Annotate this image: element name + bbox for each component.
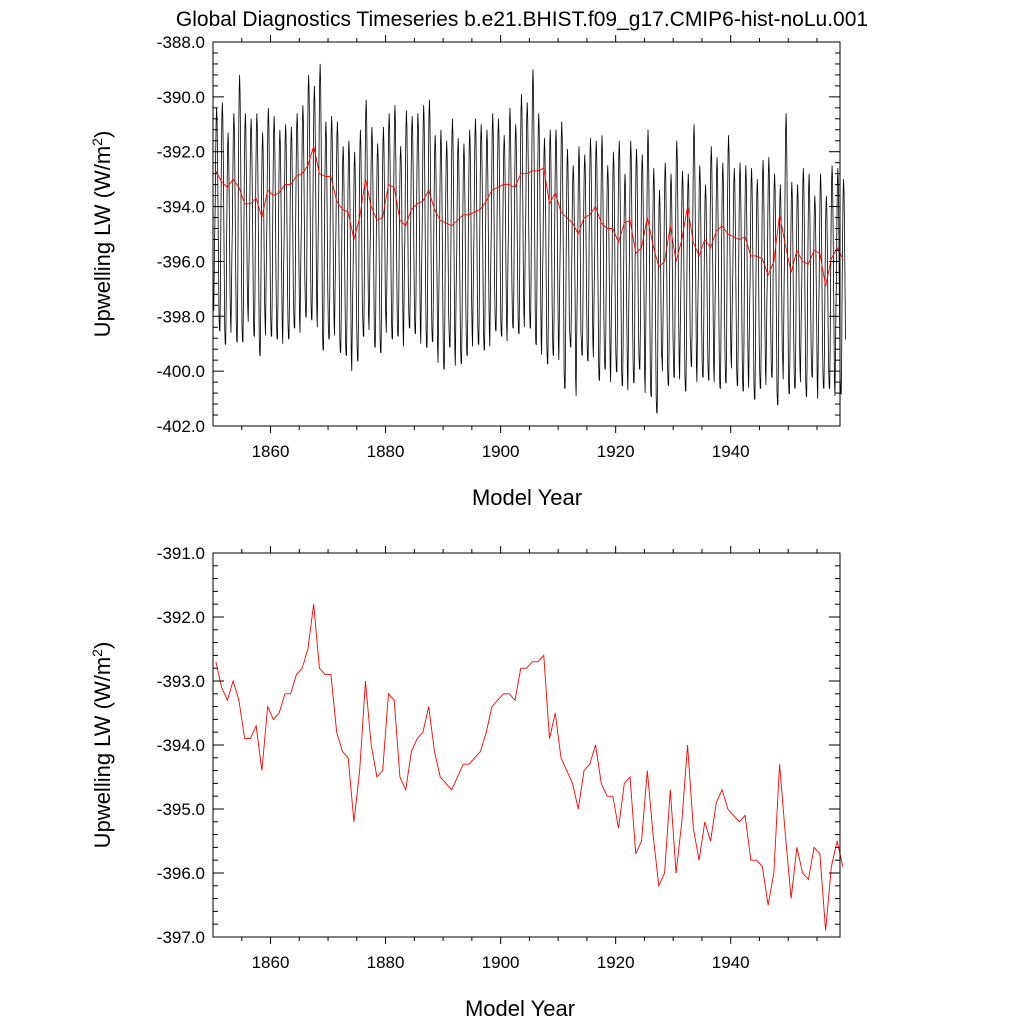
y-axis-title-top: Upwelling LW (W/m2) xyxy=(89,131,115,338)
y-tick-label: -394.0 xyxy=(157,736,205,755)
y-tick-label: -397.0 xyxy=(157,928,205,947)
monthly-series-line xyxy=(212,63,846,414)
y-axis-title-bottom-main: Upwelling LW (W/m xyxy=(90,657,115,849)
x-axis-title-bottom: Model Year xyxy=(465,996,575,1021)
y-tick-label: -396.0 xyxy=(157,864,205,883)
y-tick-label: -394.0 xyxy=(157,198,205,217)
chart-panel-bottom: -397.0 -396.0 -395.0 -394.0 -393.0 -392.0 -391… xyxy=(89,544,844,1021)
x-tick-labels-bottom: 1860 1880 1900 1920 1940 xyxy=(252,953,750,972)
plot-frame-top xyxy=(212,41,841,427)
y-tick-label: -393.0 xyxy=(157,672,205,691)
x-tick-label: 1900 xyxy=(482,442,520,461)
y-tick-labels-top: -402.0 -400.0 -398.0 -396.0 -394.0 -392.0 -390… xyxy=(157,33,205,436)
x-tick-labels-top: 1860 1880 1900 1920 1940 xyxy=(252,442,750,461)
annual-mean-line xyxy=(215,604,844,931)
y-tick-label: -402.0 xyxy=(157,417,205,436)
y-axis-title-top-sup: 2 xyxy=(89,138,105,146)
x-tick-label: 1940 xyxy=(712,953,750,972)
y-axis-title-bottom: Upwelling LW (W/m2) xyxy=(89,642,115,849)
annual-mean-line xyxy=(215,146,844,287)
plot-area-top xyxy=(212,63,846,414)
x-tick-label: 1880 xyxy=(367,953,405,972)
y-axis-title-bottom-end: ) xyxy=(90,642,115,649)
y-tick-label: -400.0 xyxy=(157,362,205,381)
y-axis-title-top-end: ) xyxy=(90,131,115,138)
y-tick-label: -391.0 xyxy=(157,544,205,563)
x-tick-label: 1860 xyxy=(252,953,290,972)
x-tick-label: 1920 xyxy=(597,442,635,461)
tick-marks-bottom xyxy=(213,546,840,944)
y-tick-label: -388.0 xyxy=(157,33,205,52)
y-tick-label: -396.0 xyxy=(157,252,205,271)
tick-marks-top xyxy=(213,35,840,433)
figure-title: Global Diagnostics Timeseries b.e21.BHIS… xyxy=(176,8,868,31)
x-tick-label: 1880 xyxy=(367,442,405,461)
y-axis-title-bottom-sup: 2 xyxy=(89,649,105,657)
y-tick-labels-bottom: -397.0 -396.0 -395.0 -394.0 -393.0 -392.0 -391… xyxy=(157,544,205,947)
x-tick-label: 1900 xyxy=(482,953,520,972)
plot-area-bottom xyxy=(215,604,844,931)
y-tick-label: -392.0 xyxy=(157,143,205,162)
x-tick-label: 1920 xyxy=(597,953,635,972)
x-tick-label: 1860 xyxy=(252,442,290,461)
y-tick-label: -390.0 xyxy=(157,88,205,107)
x-tick-label: 1940 xyxy=(712,442,750,461)
plot-frame-bottom xyxy=(212,552,841,938)
x-axis-title-top: Model Year xyxy=(472,485,582,510)
chart-panel-top: -402.0 -400.0 -398.0 -396.0 -394.0 -392.0 -390… xyxy=(89,33,846,510)
y-tick-label: -398.0 xyxy=(157,307,205,326)
y-axis-title-top-main: Upwelling LW (W/m xyxy=(90,146,115,338)
y-tick-label: -392.0 xyxy=(157,608,205,627)
y-tick-label: -395.0 xyxy=(157,800,205,819)
